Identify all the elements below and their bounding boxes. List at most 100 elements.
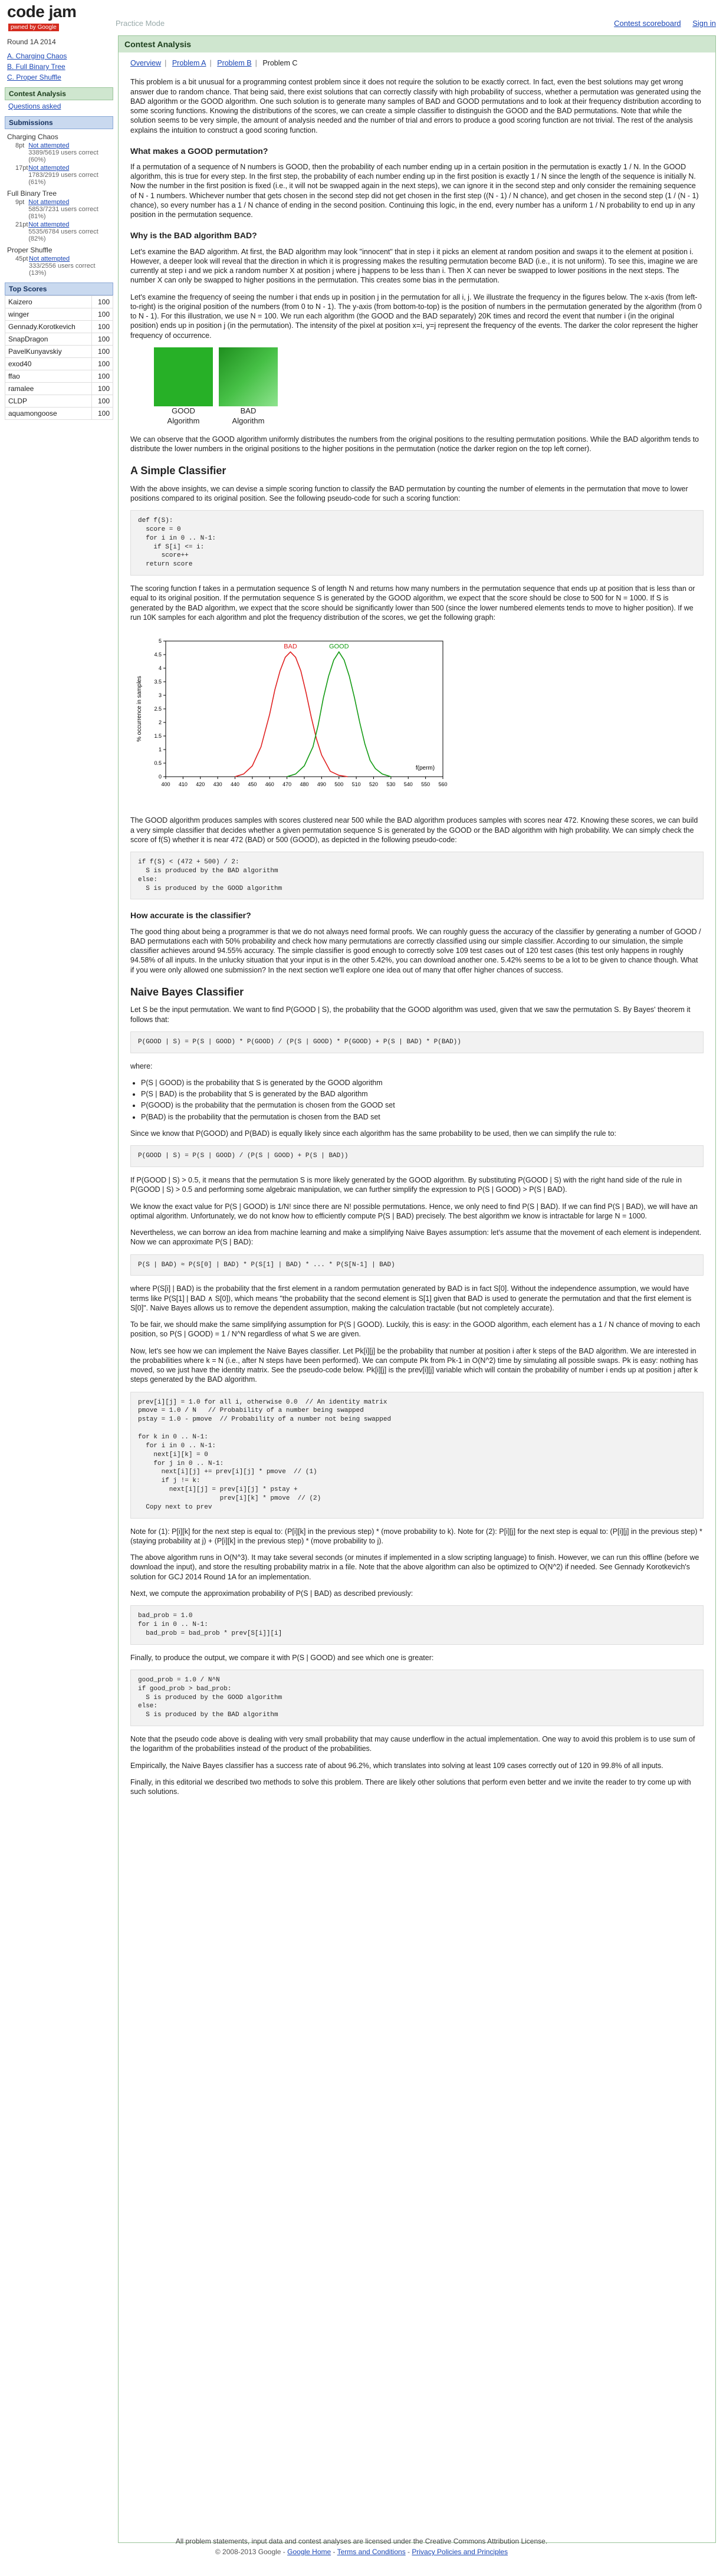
paragraph: This problem is a bit unusual for a prog… — [130, 78, 701, 134]
not-attempted-link[interactable]: Not attempted — [28, 142, 70, 149]
score-name: winger — [5, 308, 92, 321]
x-tick-label: 460 — [265, 781, 274, 787]
score-value: 100 — [91, 295, 114, 308]
not-attempted-link[interactable]: Not attempted — [28, 199, 70, 206]
score-value: 100 — [91, 395, 114, 408]
contest-scoreboard-link[interactable]: Contest scoreboard — [614, 19, 681, 28]
bad-frequency-image — [219, 347, 278, 406]
series-label-bad: BAD — [284, 643, 297, 650]
submission-row: 45pt Not attempted 333/2556 users correct… — [15, 255, 111, 277]
table-row: Gennady.Korotkevich 100 — [5, 320, 114, 333]
submissions-list: Charging Chaos 8pt Not attempted 3389/561… — [5, 133, 113, 277]
submission-count: 5853/7231 users correct (81%) — [28, 206, 98, 220]
table-row: ramalee 100 — [5, 382, 114, 395]
score-name: Kaizero — [5, 295, 92, 308]
paragraph: Let's examine the BAD algorithm. At firs… — [130, 247, 698, 285]
paragraph: The GOOD algorithm produces samples with… — [130, 816, 698, 844]
x-tick-label: 560 — [438, 781, 447, 787]
x-tick-label: 450 — [248, 781, 257, 787]
submissions-header: Submissions — [5, 116, 113, 129]
score-name: PavelKunyavskiy — [5, 345, 92, 358]
paragraph: If P(GOOD | S) > 0.5, it means that the … — [130, 1176, 682, 1194]
x-tick-label: 530 — [386, 781, 395, 787]
score-name: aquamongoose — [5, 407, 92, 420]
problem-a-link[interactable]: A. Charging Chaos — [7, 52, 67, 60]
sign-in-link[interactable]: Sign in — [692, 19, 716, 28]
score-value: 100 — [91, 407, 114, 420]
paragraph: where P(S[i] | BAD) is the probability t… — [130, 1284, 692, 1312]
section-heading: What makes a GOOD permutation? — [130, 146, 268, 156]
page-title: Contest Analysis — [119, 36, 715, 52]
tab-problem-c: Problem C — [262, 59, 298, 67]
paragraph: Empirically, the Naive Bayes classifier … — [130, 1761, 663, 1770]
y-tick-label: 5 — [159, 638, 162, 644]
contest-analysis-header[interactable]: Contest Analysis — [5, 87, 113, 100]
table-row: exod40 100 — [5, 357, 114, 370]
analysis-panel: Contest Analysis Overview | Problem A | Pr… — [118, 35, 716, 2543]
paragraph: To be fair, we should make the same simp… — [130, 1320, 700, 1339]
tab-overview[interactable]: Overview — [130, 59, 162, 67]
x-tick-label: 490 — [317, 781, 326, 787]
problem-list: A. Charging Chaos B. Full Binary Tree C.… — [5, 52, 113, 81]
copyright: © 2008-2013 Google — [215, 2548, 281, 2556]
paragraph: The good thing about being a programmer … — [130, 927, 701, 974]
table-row: winger 100 — [5, 308, 114, 321]
x-tick-label: 550 — [421, 781, 430, 787]
paragraph: Nevertheless, we can borrow an idea from… — [130, 1228, 702, 1247]
definition-list: P(S | GOOD) is the probability that S is… — [141, 1078, 704, 1122]
list-item: P(BAD) is the probability that the permu… — [141, 1112, 704, 1122]
logo[interactable]: code jam — [7, 2, 77, 21]
privacy-link[interactable]: Privacy Policies and Principles — [412, 2548, 508, 2556]
section-heading: Naive Bayes Classifier — [130, 985, 244, 998]
score-value: 100 — [91, 382, 114, 395]
paragraph: Next, we compute the approximation proba… — [130, 1589, 413, 1598]
x-tick-label: 400 — [161, 781, 170, 787]
table-row: PavelKunyavskiy 100 — [5, 345, 114, 358]
tab-problem-a[interactable]: Problem A — [172, 59, 206, 67]
y-tick-label: 4 — [159, 665, 162, 671]
x-axis-label: f(perm) — [416, 765, 435, 771]
analysis-content: Overview | Problem A | Problem B | Problem … — [119, 52, 715, 1815]
footer-links: © 2008-2013 Google - Google Home - Terms… — [215, 2548, 508, 2556]
google-home-link[interactable]: Google Home — [287, 2548, 331, 2556]
x-tick-label: 480 — [300, 781, 308, 787]
table-row: Kaizero 100 — [5, 295, 114, 308]
not-attempted-link[interactable]: Not attempted — [28, 221, 70, 228]
questions-asked-link[interactable]: Questions asked — [8, 102, 61, 110]
score-name: exod40 — [5, 357, 92, 370]
submission-row: 8pt Not attempted 3389/5619 users correct… — [15, 142, 111, 163]
submission-points: 8pt — [15, 142, 25, 149]
y-tick-label: 1 — [159, 747, 162, 753]
tab-problem-b[interactable]: Problem B — [217, 59, 252, 67]
practice-mode-label: Practice Mode — [116, 19, 165, 28]
analysis-tabs: Overview | Problem A | Problem B | Problem … — [130, 59, 298, 67]
score-value: 100 — [91, 357, 114, 370]
code-block: good_prob = 1.0 / N^N if good_prob > bad… — [130, 1669, 704, 1727]
top-scores-header: Top Scores — [5, 282, 113, 295]
not-attempted-link[interactable]: Not attempted — [29, 255, 70, 262]
terms-link[interactable]: Terms and Conditions — [337, 2548, 406, 2556]
bad-figure: BAD Algorithm — [219, 347, 278, 426]
problem-c-link[interactable]: C. Proper Shuffle — [7, 73, 61, 81]
submission-problem-name: Charging Chaos — [7, 133, 58, 141]
good-figure: GOOD Algorithm — [154, 347, 213, 426]
paragraph: The scoring function f takes in a permut… — [130, 584, 695, 622]
score-value: 100 — [91, 308, 114, 321]
problem-b-link[interactable]: B. Full Binary Tree — [7, 63, 65, 71]
submission-points: 17pt — [15, 165, 28, 172]
submission-points: 9pt — [15, 199, 25, 206]
submission-problem-name: Full Binary Tree — [7, 189, 57, 198]
submission-count: 1783/2919 users correct (61%) — [28, 172, 98, 186]
score-value: 100 — [91, 370, 114, 383]
x-tick-label: 410 — [179, 781, 188, 787]
y-axis-label: % occurrence in samples — [136, 676, 143, 742]
x-tick-label: 420 — [196, 781, 205, 787]
frequency-figures: GOOD Algorithm BAD Algorithm — [154, 347, 704, 426]
plot-area — [165, 640, 443, 777]
code-block: prev[i][j] = 1.0 for all i, otherwise 0.… — [130, 1391, 704, 1519]
good-frequency-image — [154, 347, 213, 406]
score-value: 100 — [91, 333, 114, 346]
section-heading: Why is the BAD algorithm BAD? — [130, 231, 257, 241]
not-attempted-link[interactable]: Not attempted — [28, 165, 70, 172]
score-value: 100 — [91, 345, 114, 358]
